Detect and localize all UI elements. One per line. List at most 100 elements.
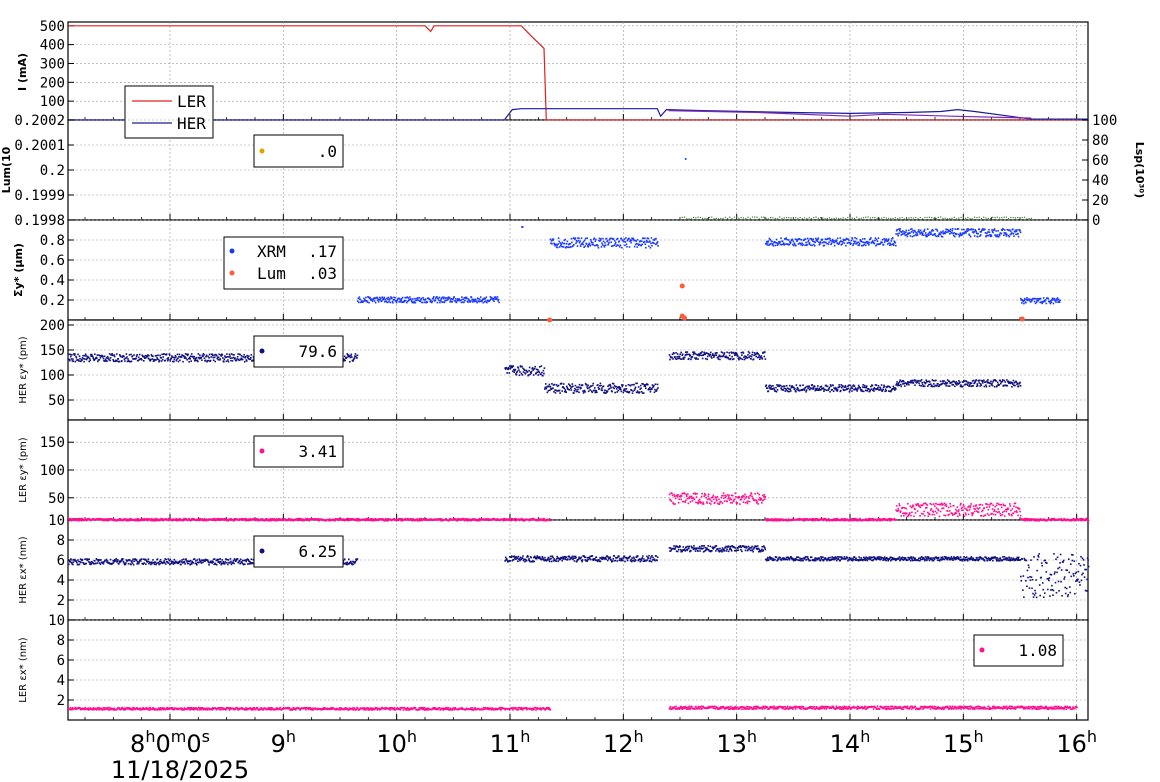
- data-point: [75, 356, 78, 359]
- data-point: [915, 503, 917, 506]
- lum-point: [905, 218, 908, 220]
- data-point: [546, 391, 549, 394]
- data-point: [609, 383, 611, 386]
- data-point: [584, 382, 587, 385]
- data-point: [354, 353, 357, 355]
- data-point: [69, 359, 71, 362]
- data-point: [849, 519, 851, 522]
- data-point: [961, 509, 963, 511]
- data-point: [1002, 234, 1005, 237]
- data-point: [824, 388, 826, 391]
- data-point: [155, 359, 157, 361]
- data-point: [814, 389, 817, 392]
- data-point: [904, 507, 906, 509]
- data-point: [941, 380, 944, 382]
- data-point: [695, 358, 697, 360]
- data-point: [474, 300, 476, 302]
- data-point: [894, 241, 897, 244]
- data-point: [615, 245, 618, 247]
- data-point: [927, 380, 930, 383]
- data-point: [907, 502, 909, 505]
- data-point: [381, 518, 383, 521]
- data-point: [976, 511, 979, 513]
- lum-point: [1028, 218, 1030, 220]
- data-point: [896, 381, 898, 383]
- data-point: [222, 357, 224, 359]
- data-point: [423, 518, 426, 520]
- data-point: [712, 494, 715, 497]
- data-point: [976, 384, 979, 387]
- data-point: [804, 238, 807, 240]
- data-point: [991, 384, 994, 387]
- data-point: [428, 298, 431, 301]
- data-point: [972, 231, 975, 234]
- legend-label-xrm: XRM: [257, 242, 286, 261]
- data-point: [459, 518, 462, 520]
- data-point: [575, 239, 578, 242]
- data-point: [639, 240, 642, 242]
- data-point: [643, 384, 646, 386]
- lum-point: [1019, 217, 1021, 219]
- lum-point: [953, 216, 955, 219]
- data-point: [1036, 299, 1038, 302]
- data-point: [908, 229, 910, 232]
- data-point: [413, 519, 416, 522]
- data-point: [402, 301, 405, 304]
- data-point: [182, 518, 184, 521]
- data-point: [541, 519, 544, 522]
- data-point: [1040, 301, 1043, 304]
- data-point: [545, 383, 547, 385]
- data-point: [570, 387, 572, 390]
- data-point: [178, 355, 180, 358]
- data-point: [920, 379, 923, 381]
- data-point: [838, 242, 841, 245]
- data-point: [116, 519, 119, 522]
- data-point: [962, 509, 964, 512]
- data-point: [647, 237, 650, 240]
- data-point: [736, 354, 739, 356]
- data-point: [587, 384, 589, 387]
- data-point: [656, 388, 658, 391]
- data-point: [743, 498, 746, 501]
- data-point: [131, 355, 134, 357]
- lum-point: [937, 216, 940, 219]
- data-point: [462, 517, 465, 520]
- data-point: [967, 513, 970, 516]
- data-point: [711, 354, 714, 357]
- data-point: [780, 243, 783, 246]
- data-point: [905, 382, 908, 385]
- data-point: [512, 365, 515, 367]
- data-point: [1074, 518, 1076, 520]
- data-point: [682, 357, 685, 359]
- data-point: [469, 301, 471, 303]
- data-point: [472, 298, 474, 301]
- data-point: [1006, 384, 1009, 387]
- data-point: [423, 301, 426, 304]
- data-point: [899, 510, 902, 513]
- data-point: [693, 351, 696, 354]
- data-point: [439, 518, 442, 520]
- data-point: [842, 519, 844, 522]
- data-point: [1016, 382, 1019, 385]
- data-point: [982, 509, 984, 512]
- data-point: [214, 353, 217, 356]
- data-point: [440, 519, 442, 522]
- data-point: [159, 354, 161, 357]
- data-point: [537, 519, 540, 522]
- lum-point: [720, 217, 722, 220]
- data-point: [241, 518, 244, 521]
- data-point: [754, 353, 757, 356]
- data-point: [692, 496, 694, 499]
- data-point: [974, 229, 977, 232]
- data-point: [775, 241, 777, 244]
- data-point: [710, 356, 713, 358]
- data-point: [392, 299, 395, 301]
- data-point: [997, 235, 1000, 238]
- data-point: [745, 496, 747, 499]
- data-point: [545, 387, 548, 390]
- data-point: [248, 519, 250, 522]
- data-point: [895, 233, 897, 235]
- data-point: [126, 519, 128, 522]
- data-point: [937, 508, 939, 511]
- data-point: [933, 383, 935, 385]
